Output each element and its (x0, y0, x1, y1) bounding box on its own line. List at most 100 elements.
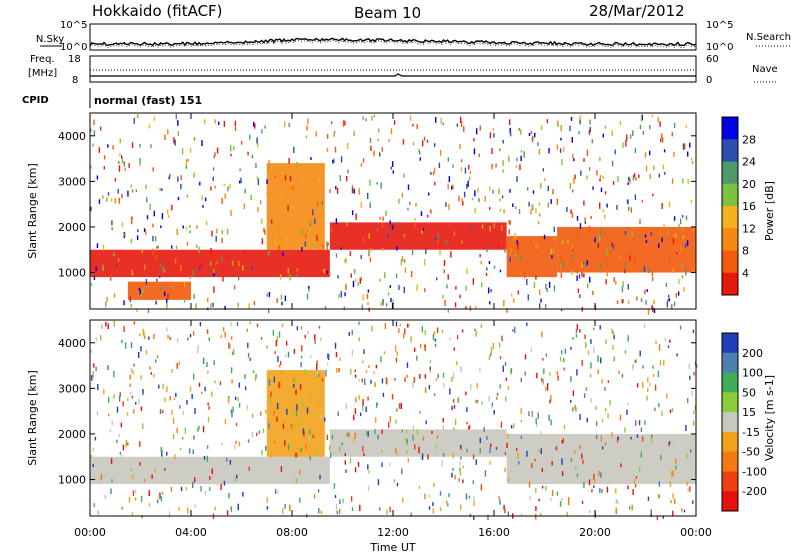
echo-speckle (535, 243, 537, 248)
echo-speckle (469, 513, 472, 518)
noise-tick-right-low: 10^0 (706, 42, 733, 53)
echo-speckle (602, 209, 605, 213)
echo-speckle (129, 383, 131, 387)
echo-speckle (229, 343, 232, 350)
echo-speckle (121, 222, 124, 228)
echo-speckle (537, 244, 539, 250)
echo-speckle (651, 114, 654, 118)
echo-speckle (586, 149, 589, 157)
echo-speckle (638, 466, 641, 473)
echo-speckle (424, 344, 426, 351)
echo-speckle (346, 222, 348, 227)
echo-speckle (274, 351, 276, 354)
echo-speckle (571, 270, 573, 275)
echo-speckle (627, 206, 630, 211)
echo-speckle (296, 404, 298, 411)
echo-speckle (489, 132, 492, 139)
echo-speckle (403, 233, 406, 238)
echo-speckle (111, 420, 113, 426)
echo-speckle (600, 472, 602, 478)
power-colorbar-label: Power [dB] (763, 181, 776, 241)
echo-speckle (351, 349, 354, 356)
echo-speckle (414, 444, 416, 450)
echo-speckle (181, 436, 184, 440)
echo-speckle (620, 463, 622, 468)
echo-speckle (535, 513, 537, 520)
echo-speckle (510, 131, 512, 136)
y-tick-label: 1000 (58, 267, 86, 280)
date-title: 28/Mar/2012 (589, 2, 685, 20)
echo-speckle (204, 490, 207, 496)
echo-speckle (416, 287, 418, 292)
echo-speckle (278, 331, 281, 338)
echo-speckle (310, 157, 312, 161)
echo-speckle (612, 244, 615, 249)
echo-speckle (533, 282, 536, 289)
echo-speckle (287, 443, 290, 451)
noise-panel: N.Sky 10^5 10^0 10^5 10^0 N.Search (36, 20, 791, 53)
echo-speckle (121, 194, 123, 198)
echo-speckle (406, 449, 408, 454)
echo-speckle (196, 225, 198, 229)
echo-speckle (216, 228, 218, 234)
echo-speckle (561, 240, 564, 245)
echo-speckle (652, 365, 654, 369)
echo-speckle (443, 269, 445, 274)
echo-speckle (365, 431, 368, 436)
echo-speckle (192, 481, 194, 489)
echo-speckle (538, 148, 541, 155)
echo-speckle (327, 353, 330, 361)
echo-speckle (223, 480, 226, 486)
echo-speckle (590, 398, 592, 403)
echo-speckle (369, 202, 371, 209)
echo-speckle (501, 335, 503, 342)
echo-speckle (301, 247, 303, 252)
echo-speckle (133, 117, 135, 124)
echo-speckle (360, 163, 363, 167)
echo-speckle (387, 421, 390, 428)
echo-speckle (321, 270, 323, 276)
echo-speckle (204, 119, 206, 125)
echo-speckle (90, 283, 93, 286)
echo-speckle (407, 207, 409, 211)
echo-speckle (333, 133, 335, 137)
echo-band (329, 429, 507, 457)
echo-speckle (449, 337, 451, 341)
echo-speckle (370, 379, 372, 384)
echo-speckle (319, 414, 322, 419)
echo-speckle (293, 383, 295, 388)
echo-speckle (404, 437, 407, 442)
echo-speckle (380, 182, 382, 189)
echo-speckle (566, 206, 568, 212)
echo-speckle (527, 294, 529, 301)
echo-speckle (499, 148, 501, 151)
echo-speckle (445, 202, 447, 207)
echo-speckle (367, 396, 369, 401)
echo-speckle (526, 322, 528, 326)
echo-speckle (160, 447, 162, 453)
echo-speckle (353, 268, 356, 275)
echo-speckle (588, 479, 591, 486)
echo-speckle (513, 298, 515, 303)
colorbar-tick-label: 15 (742, 406, 756, 419)
colorbar-tick-label: 200 (742, 347, 763, 360)
echo-speckle (547, 202, 549, 208)
echo-speckle (359, 278, 361, 284)
echo-speckle (595, 421, 598, 427)
echo-speckle (584, 261, 587, 267)
echo-speckle (114, 198, 116, 204)
echo-speckle (598, 235, 601, 242)
echo-speckle (583, 273, 585, 278)
echo-speckle (161, 213, 164, 220)
echo-speckle (329, 189, 331, 194)
echo-speckle (252, 121, 255, 127)
echo-speckle (407, 457, 409, 463)
echo-speckle (284, 440, 286, 446)
echo-speckle (518, 460, 520, 465)
echo-speckle (303, 167, 306, 171)
echo-speckle (145, 184, 147, 190)
echo-speckle (437, 374, 439, 379)
echo-speckle (599, 357, 602, 364)
echo-speckle (351, 186, 354, 194)
echo-speckle (459, 116, 462, 123)
